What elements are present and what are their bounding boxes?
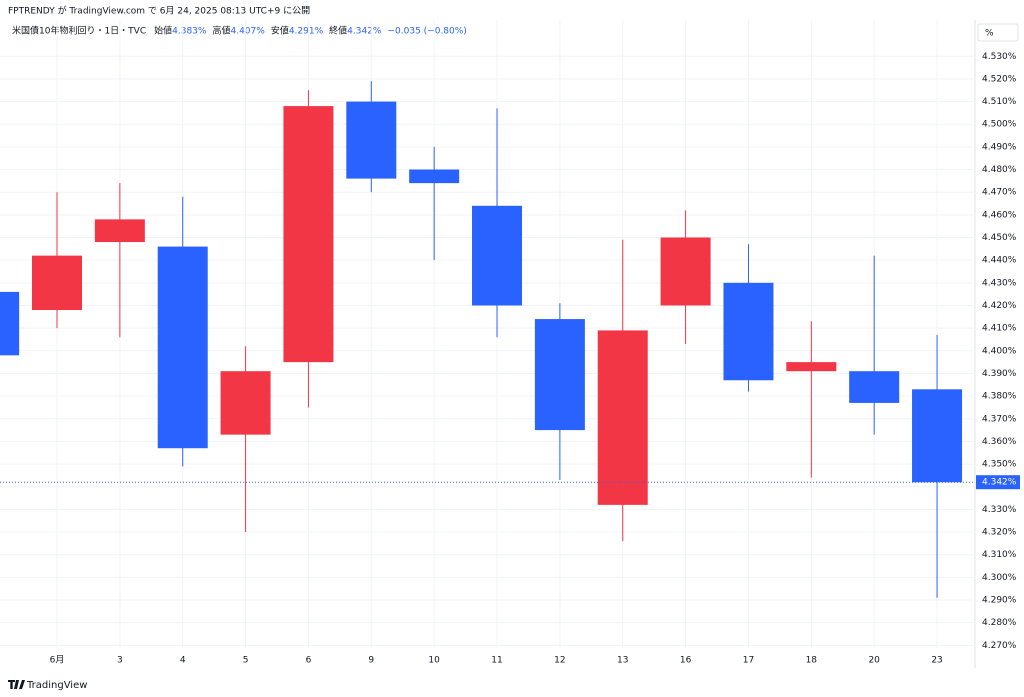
candle-body [660, 237, 711, 306]
y-tick-label: 4.320% [982, 528, 1017, 538]
last-price-tag [976, 475, 1020, 490]
published-line: FPTRENDY が TradingView.com で 6月 24, 2025… [8, 5, 310, 17]
y-tick-label: 4.370% [982, 414, 1017, 424]
y-tick-label: 4.280% [982, 618, 1017, 628]
legend-value: 4.291% [289, 27, 324, 37]
legend-label: 安値 [271, 25, 289, 37]
y-tick-label: 4.300% [982, 573, 1017, 583]
y-tick-label: 4.390% [982, 369, 1017, 379]
y-tick-label: 4.500% [982, 120, 1017, 130]
candle-body [32, 255, 82, 311]
candle-body [94, 219, 145, 243]
legend-label: 始値 [154, 25, 172, 37]
y-tick-label: 4.270% [982, 641, 1017, 651]
y-tick-label: 4.420% [982, 301, 1017, 311]
y-tick-label: 4.480% [982, 165, 1017, 175]
candle-body [849, 371, 900, 403]
candle-body [0, 291, 20, 356]
legend-label: 終値 [329, 25, 347, 37]
candle-body [786, 362, 837, 372]
legend-value: 4.407% [230, 27, 265, 37]
candle-body [912, 389, 963, 483]
candle-body [283, 106, 334, 363]
y-tick-label: 4.520% [982, 74, 1017, 84]
y-tick-label: 4.310% [982, 550, 1017, 560]
candle-body [220, 371, 271, 435]
y-tick-label: 4.440% [982, 256, 1017, 266]
legend-change: −0.035 (−0.80%) [388, 27, 467, 37]
x-tick-label: 6 [306, 656, 312, 666]
x-tick-label: 23 [931, 656, 942, 666]
legend-label: 高値 [212, 25, 230, 37]
candle-body [409, 169, 460, 184]
y-tick-label: 4.490% [982, 142, 1017, 152]
x-tick-label: 18 [806, 656, 818, 666]
y-tick-label: 4.530% [982, 52, 1017, 62]
brand-name: TradingView [26, 680, 87, 691]
candle-body [723, 282, 774, 381]
candle-body [346, 101, 397, 179]
legend-symbol: 米国債10年物利回り・1日・TVC [12, 25, 146, 37]
y-tick-label: 4.380% [982, 392, 1017, 402]
y-tick-label: 4.430% [982, 278, 1017, 288]
unit-label: % [985, 29, 994, 39]
x-tick-label: 6月 [50, 655, 65, 666]
x-tick-label: 12 [554, 656, 565, 666]
y-tick-label: 4.450% [982, 233, 1017, 243]
x-tick-label: 3 [117, 656, 123, 666]
y-tick-label: 4.410% [982, 324, 1017, 334]
brand-logo [8, 680, 25, 689]
candle-body [157, 246, 208, 449]
x-tick-label: 4 [180, 656, 186, 666]
last-price-label: 4.342% [982, 478, 1017, 488]
candle-body [534, 319, 585, 431]
brand: TradingView [8, 680, 87, 691]
y-tick-label: 4.400% [982, 346, 1017, 356]
y-tick-label: 4.360% [982, 437, 1017, 447]
x-tick-label: 20 [868, 656, 880, 666]
x-tick-label: 11 [491, 656, 502, 666]
y-tick-label: 4.510% [982, 97, 1017, 107]
candle-body [472, 205, 523, 306]
x-tick-label: 9 [368, 656, 374, 666]
plot [0, 20, 975, 648]
x-tick-label: 5 [243, 656, 249, 666]
x-tick-label: 16 [680, 656, 692, 666]
legend-value: 4.342% [347, 27, 382, 37]
y-tick-label: 4.350% [982, 460, 1017, 470]
y-tick-label: 4.330% [982, 505, 1017, 515]
unit-box [977, 23, 1019, 42]
legend: 米国債10年物利回り・1日・TVC 始値 4.383% 高値 4.407% 安値 4.291… [12, 25, 467, 37]
x-tick-label: 13 [617, 656, 628, 666]
y-tick-label: 4.290% [982, 596, 1017, 606]
y-tick-label: 4.460% [982, 210, 1017, 220]
x-tick-label: 17 [743, 656, 754, 666]
x-tick-label: 10 [428, 656, 440, 666]
y-tick-label: 4.470% [982, 188, 1017, 198]
legend-value: 4.383% [172, 27, 207, 37]
candle-body [597, 330, 648, 505]
